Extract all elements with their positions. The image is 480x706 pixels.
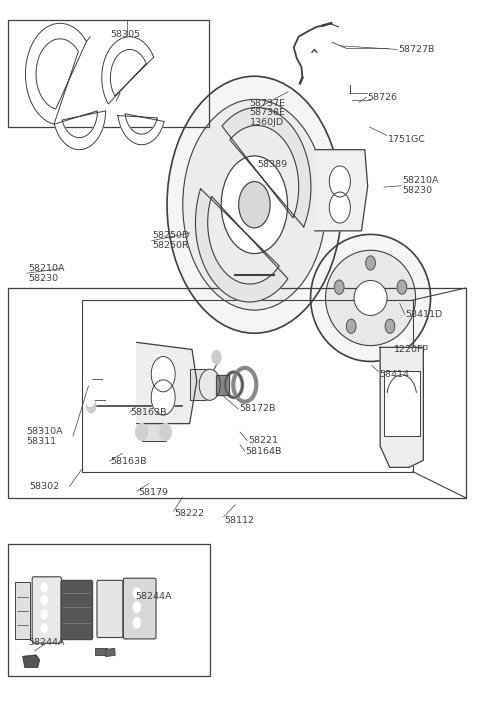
Circle shape: [135, 423, 148, 441]
Circle shape: [397, 280, 407, 294]
Circle shape: [159, 423, 172, 441]
Circle shape: [86, 399, 96, 413]
Circle shape: [133, 617, 141, 628]
Ellipse shape: [354, 280, 387, 316]
Text: 58244A: 58244A: [28, 638, 64, 647]
Circle shape: [133, 587, 141, 599]
Text: 58230: 58230: [28, 274, 58, 282]
Text: 58244A: 58244A: [135, 592, 172, 601]
Circle shape: [199, 369, 220, 400]
Text: 58737E: 58737E: [250, 100, 286, 108]
Circle shape: [151, 380, 175, 415]
Text: 58726: 58726: [367, 93, 397, 102]
Text: 58310A: 58310A: [26, 427, 63, 436]
Text: 58727B: 58727B: [398, 45, 435, 54]
Circle shape: [366, 256, 375, 270]
Text: 58411D: 58411D: [406, 310, 443, 318]
Circle shape: [335, 280, 344, 294]
Bar: [384, 371, 420, 436]
Circle shape: [41, 582, 48, 592]
Text: 58163B: 58163B: [131, 408, 167, 417]
Polygon shape: [195, 189, 288, 302]
Polygon shape: [118, 114, 164, 145]
Text: 58311: 58311: [26, 437, 57, 445]
Circle shape: [151, 357, 175, 392]
Bar: [8, 544, 210, 676]
Text: 1360JD: 1360JD: [250, 118, 284, 126]
Circle shape: [41, 609, 48, 619]
Bar: [95, 648, 107, 655]
Text: 58221: 58221: [248, 436, 278, 445]
Text: 58230: 58230: [402, 186, 432, 195]
Text: 58222: 58222: [175, 510, 204, 518]
Bar: [105, 648, 115, 657]
Polygon shape: [54, 111, 106, 150]
Circle shape: [329, 166, 350, 197]
Text: 58112: 58112: [225, 516, 254, 525]
Polygon shape: [142, 423, 166, 441]
Text: 58210A: 58210A: [28, 264, 64, 273]
Circle shape: [167, 76, 342, 333]
Circle shape: [41, 623, 48, 633]
Circle shape: [221, 156, 288, 253]
Text: 58302: 58302: [29, 482, 59, 491]
Polygon shape: [25, 23, 86, 124]
Circle shape: [347, 319, 356, 333]
Text: 58414: 58414: [379, 370, 409, 378]
Text: 58210A: 58210A: [402, 176, 439, 185]
Text: 58163B: 58163B: [110, 457, 147, 465]
FancyBboxPatch shape: [123, 578, 156, 639]
Text: 1751GC: 1751GC: [388, 135, 426, 143]
Circle shape: [41, 595, 48, 605]
Circle shape: [84, 373, 92, 385]
FancyBboxPatch shape: [32, 577, 61, 643]
Bar: [82, 300, 413, 472]
Text: 58172B: 58172B: [239, 405, 276, 413]
Polygon shape: [137, 342, 197, 424]
Text: 58389: 58389: [257, 160, 288, 169]
FancyBboxPatch shape: [61, 580, 93, 640]
Bar: [15, 582, 30, 639]
Circle shape: [133, 602, 141, 613]
Text: 58164B: 58164B: [246, 447, 282, 455]
Polygon shape: [222, 107, 311, 227]
Ellipse shape: [311, 234, 431, 361]
Circle shape: [239, 181, 270, 228]
Circle shape: [385, 319, 395, 333]
Polygon shape: [23, 655, 39, 667]
Text: 1220FP: 1220FP: [394, 345, 429, 354]
FancyBboxPatch shape: [97, 580, 123, 638]
Bar: [8, 288, 466, 498]
Circle shape: [329, 192, 350, 223]
Polygon shape: [190, 369, 210, 400]
Circle shape: [183, 100, 326, 310]
Polygon shape: [380, 347, 423, 467]
Ellipse shape: [325, 251, 416, 345]
Polygon shape: [102, 37, 154, 104]
Polygon shape: [315, 150, 368, 231]
Circle shape: [212, 350, 221, 364]
Text: 58179: 58179: [138, 489, 168, 497]
Circle shape: [86, 394, 95, 407]
Text: 58250D: 58250D: [153, 232, 190, 240]
Polygon shape: [216, 375, 229, 395]
Circle shape: [399, 339, 407, 350]
Bar: [8, 20, 209, 127]
Text: 58738E: 58738E: [250, 109, 286, 117]
Text: 58305: 58305: [110, 30, 141, 39]
Text: 58250R: 58250R: [153, 241, 189, 250]
